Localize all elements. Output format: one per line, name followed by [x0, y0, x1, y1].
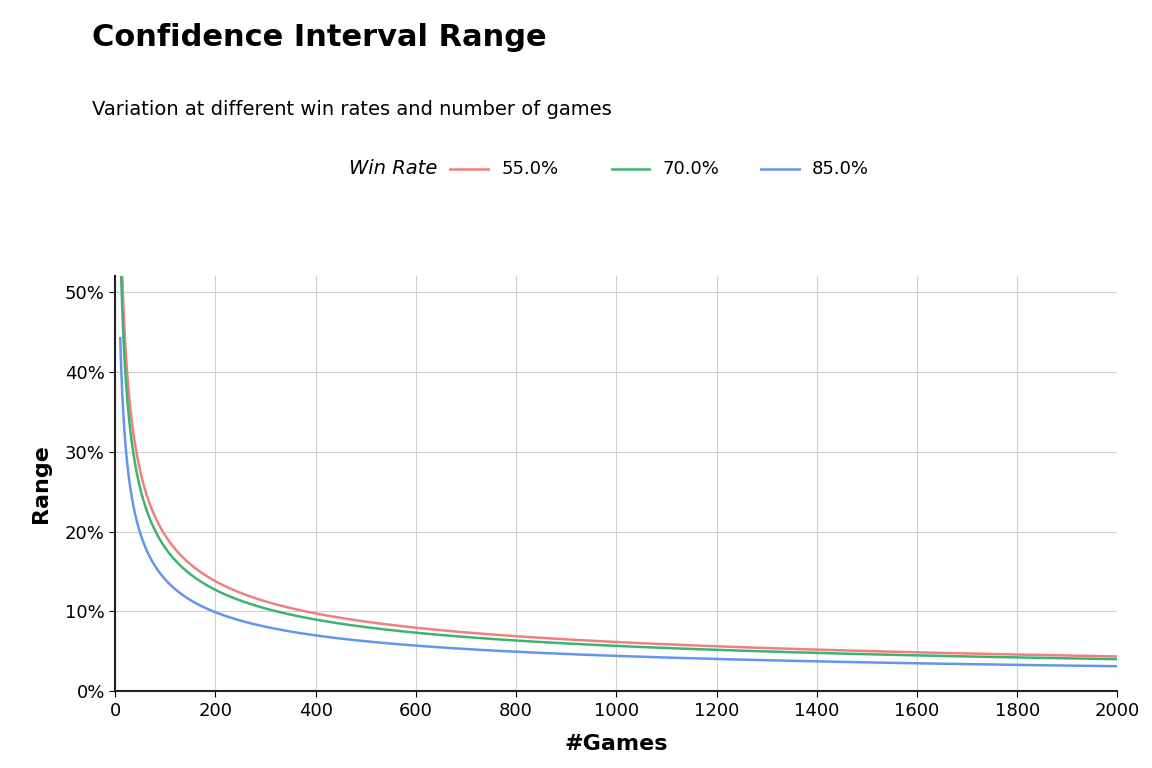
70.0% — [1091, 654, 1105, 664]
Text: Confidence Interval Range: Confidence Interval Range — [92, 23, 547, 52]
55.0% — [539, 634, 553, 643]
55.0% — [113, 195, 127, 204]
70.0% — [984, 652, 998, 661]
70.0% — [227, 594, 241, 603]
55.0% — [984, 650, 998, 659]
85.0% — [1111, 661, 1124, 670]
Line: 55.0%: 55.0% — [120, 200, 1117, 657]
55.0% — [1091, 651, 1105, 660]
70.0% — [286, 611, 300, 620]
Text: 55.0%: 55.0% — [501, 160, 559, 178]
Text: Variation at different win rates and number of games: Variation at different win rates and num… — [92, 100, 612, 119]
Text: Win Rate: Win Rate — [349, 160, 438, 178]
55.0% — [1111, 652, 1124, 661]
55.0% — [286, 604, 300, 614]
85.0% — [227, 614, 241, 624]
70.0% — [1111, 654, 1124, 664]
55.0% — [227, 585, 241, 594]
Line: 85.0%: 85.0% — [120, 338, 1117, 666]
70.0% — [539, 637, 553, 647]
85.0% — [286, 627, 300, 637]
Text: 70.0%: 70.0% — [662, 160, 719, 178]
85.0% — [113, 333, 127, 343]
Line: 70.0%: 70.0% — [120, 238, 1117, 659]
85.0% — [984, 660, 998, 669]
Text: 85.0%: 85.0% — [812, 160, 869, 178]
85.0% — [495, 647, 509, 656]
70.0% — [113, 233, 127, 243]
85.0% — [1091, 661, 1105, 670]
85.0% — [539, 648, 553, 657]
55.0% — [495, 631, 509, 640]
Y-axis label: Range: Range — [31, 445, 51, 523]
X-axis label: #Games: #Games — [564, 733, 668, 753]
70.0% — [495, 635, 509, 644]
